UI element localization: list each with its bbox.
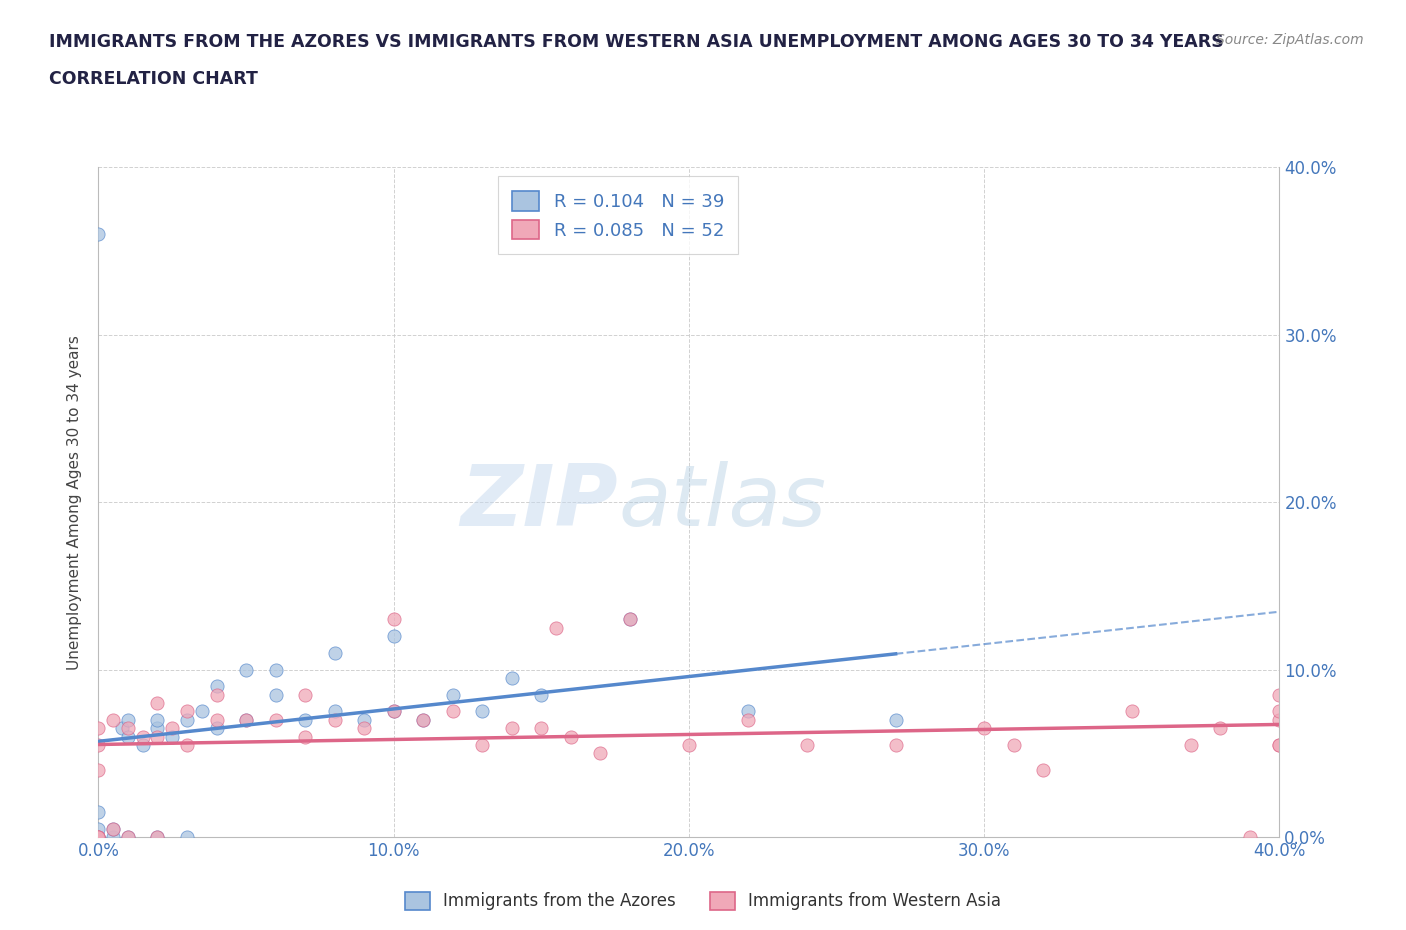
Point <box>146 721 169 736</box>
Point <box>103 830 125 844</box>
Point <box>323 645 346 660</box>
Point <box>560 729 582 744</box>
Point <box>382 704 405 719</box>
Point <box>132 737 155 752</box>
Point <box>412 712 434 727</box>
Point <box>441 687 464 702</box>
Point <box>1121 704 1143 719</box>
Point <box>796 737 818 752</box>
Y-axis label: Unemployment Among Ages 30 to 34 years: Unemployment Among Ages 30 to 34 years <box>67 335 83 670</box>
Point <box>87 804 110 819</box>
Point <box>264 662 287 677</box>
Point <box>264 687 287 702</box>
Point <box>117 721 139 736</box>
Text: atlas: atlas <box>619 460 827 544</box>
Text: ZIP: ZIP <box>460 460 619 544</box>
Point <box>382 612 405 627</box>
Point <box>176 712 198 727</box>
Point <box>87 830 110 844</box>
Point <box>1239 830 1261 844</box>
Point <box>205 721 228 736</box>
Point <box>103 821 125 836</box>
Point <box>87 821 110 836</box>
Point <box>117 830 139 844</box>
Point <box>737 712 759 727</box>
Point <box>323 704 346 719</box>
Point <box>103 821 125 836</box>
Point <box>146 830 169 844</box>
Point <box>117 830 139 844</box>
Point <box>111 721 134 736</box>
Point <box>191 704 214 719</box>
Point <box>87 227 110 242</box>
Point <box>1209 721 1232 736</box>
Point <box>619 612 641 627</box>
Point <box>382 629 405 644</box>
Point <box>235 712 257 727</box>
Point <box>264 712 287 727</box>
Point <box>619 612 641 627</box>
Point <box>103 712 125 727</box>
Point <box>117 712 139 727</box>
Point <box>117 729 139 744</box>
Point <box>235 662 257 677</box>
Point <box>441 704 464 719</box>
Point <box>353 721 375 736</box>
Point <box>471 704 494 719</box>
Point <box>737 704 759 719</box>
Point <box>87 830 110 844</box>
Point <box>205 679 228 694</box>
Point <box>294 687 316 702</box>
Point <box>1002 737 1025 752</box>
Point <box>176 704 198 719</box>
Point <box>353 712 375 727</box>
Point <box>87 830 110 844</box>
Point <box>501 721 523 736</box>
Point <box>146 729 169 744</box>
Legend: R = 0.104   N = 39, R = 0.085   N = 52: R = 0.104 N = 39, R = 0.085 N = 52 <box>498 177 738 254</box>
Point <box>884 712 907 727</box>
Point <box>1032 763 1054 777</box>
Point <box>1268 737 1291 752</box>
Point <box>146 830 169 844</box>
Point <box>1268 704 1291 719</box>
Point <box>294 729 316 744</box>
Point <box>146 696 169 711</box>
Text: Source: ZipAtlas.com: Source: ZipAtlas.com <box>1216 33 1364 46</box>
Point <box>132 729 155 744</box>
Point <box>146 712 169 727</box>
Point <box>678 737 700 752</box>
Point <box>87 830 110 844</box>
Point <box>1180 737 1202 752</box>
Point <box>589 746 612 761</box>
Point <box>1268 712 1291 727</box>
Point <box>87 721 110 736</box>
Point <box>87 830 110 844</box>
Point <box>87 737 110 752</box>
Point <box>530 721 553 736</box>
Text: IMMIGRANTS FROM THE AZORES VS IMMIGRANTS FROM WESTERN ASIA UNEMPLOYMENT AMONG AG: IMMIGRANTS FROM THE AZORES VS IMMIGRANTS… <box>49 33 1225 50</box>
Point <box>973 721 995 736</box>
Point <box>162 729 183 744</box>
Point <box>382 704 405 719</box>
Point <box>323 712 346 727</box>
Point <box>205 687 228 702</box>
Point <box>1268 687 1291 702</box>
Point <box>176 830 198 844</box>
Legend: Immigrants from the Azores, Immigrants from Western Asia: Immigrants from the Azores, Immigrants f… <box>398 885 1008 917</box>
Point <box>501 671 523 685</box>
Point <box>294 712 316 727</box>
Point <box>546 620 568 635</box>
Point <box>1268 737 1291 752</box>
Point <box>205 712 228 727</box>
Point <box>235 712 257 727</box>
Point <box>471 737 494 752</box>
Point <box>412 712 434 727</box>
Point <box>530 687 553 702</box>
Point <box>176 737 198 752</box>
Point <box>87 763 110 777</box>
Point <box>162 721 183 736</box>
Text: CORRELATION CHART: CORRELATION CHART <box>49 70 259 87</box>
Point <box>884 737 907 752</box>
